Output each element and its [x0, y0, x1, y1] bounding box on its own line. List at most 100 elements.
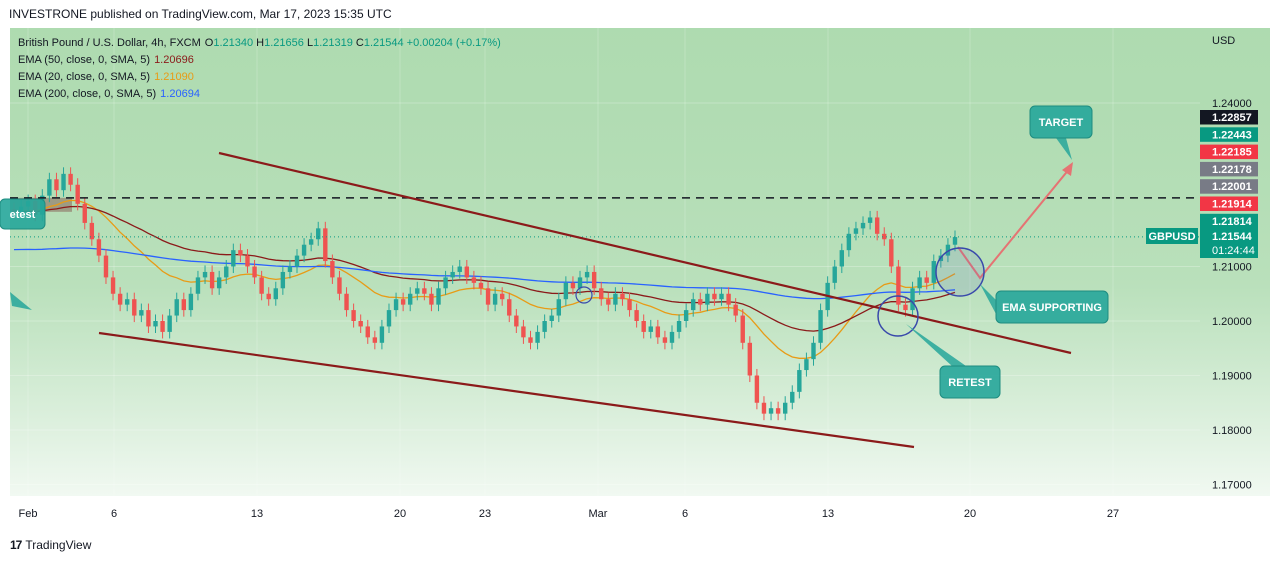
price-tag — [1200, 161, 1258, 177]
candle-body — [61, 173, 66, 191]
ema-50-line — [13, 205, 956, 332]
candle-body — [436, 288, 441, 305]
candle-body — [889, 239, 894, 267]
candle-body — [896, 266, 901, 305]
price-tag-label: 1.22178 — [1212, 164, 1252, 176]
ohlc-values: O1.21340 H1.21656 L1.21319 C1.21544 +0.0… — [205, 35, 501, 52]
candle-body — [89, 222, 95, 240]
candle-body — [584, 271, 590, 278]
callout-tail — [906, 324, 966, 366]
candle-body — [662, 337, 668, 343]
price-tag-label: 1.21814 — [1212, 216, 1253, 228]
candle-body — [464, 266, 470, 278]
ohlc-key: L — [303, 37, 314, 49]
price-tick-label: 1.18000 — [1212, 425, 1252, 437]
candle-body — [181, 299, 187, 311]
ema-20-line — [13, 199, 956, 359]
candle-body — [429, 293, 434, 305]
callout-label: RETEST — [948, 377, 992, 389]
candle-body — [103, 255, 109, 278]
candle-body — [754, 375, 760, 403]
callout-box — [0, 198, 46, 230]
candle-body — [75, 184, 80, 204]
time-tick-label: 20 — [394, 508, 406, 520]
candle-body — [117, 293, 123, 305]
candle-body — [351, 310, 356, 321]
candle-body — [68, 173, 73, 185]
candle-body — [874, 217, 880, 234]
candle-body — [422, 288, 427, 294]
candle-body — [648, 326, 653, 332]
callout-tail — [10, 292, 32, 310]
candle-body — [775, 408, 781, 414]
indicator-value: 1.20696 — [154, 54, 194, 66]
candle-body — [719, 293, 724, 300]
projection-path — [957, 167, 1071, 280]
candle-body — [528, 337, 533, 343]
callout-label: etest — [10, 209, 36, 221]
indicator-row[interactable]: EMA (50, close, 0, SMA, 5) 1.20696 — [18, 52, 501, 69]
time-tick-label: 27 — [1107, 508, 1119, 520]
candle-body — [563, 282, 569, 300]
callout-tail — [1056, 138, 1072, 160]
trend-lines — [10, 151, 1200, 449]
candle-body — [910, 288, 915, 311]
time-tick-label: 6 — [682, 508, 688, 520]
retest-circle — [877, 295, 919, 337]
time-tick-label: Mar — [589, 508, 608, 520]
candle-body — [683, 310, 689, 321]
candle-body — [400, 299, 406, 305]
candle-body — [627, 299, 632, 311]
candle-body — [620, 293, 625, 300]
time-tick-label: 13 — [251, 508, 263, 520]
candle-body — [386, 310, 392, 327]
symbol-tag-label: GBPUSD — [1148, 231, 1195, 243]
candle-body — [726, 293, 731, 305]
candle-body — [478, 282, 484, 289]
candle-body — [174, 299, 179, 316]
candle-body — [599, 288, 604, 300]
candle-body — [860, 222, 866, 229]
candle-body — [853, 228, 859, 234]
candle-body — [846, 233, 852, 251]
price-tag-label: 1.22185 — [1212, 147, 1252, 159]
candle-body — [188, 293, 194, 311]
last-price-tag — [1200, 228, 1258, 258]
candle-body — [54, 179, 59, 191]
ohlc-value: 1.21340 — [213, 37, 254, 49]
grid-lines — [10, 28, 1200, 496]
candle-body — [393, 299, 399, 311]
indicator-value: 1.20694 — [160, 88, 200, 100]
candle-body — [365, 326, 370, 338]
callout-label: TARGET — [1039, 117, 1084, 129]
small-circle — [575, 286, 593, 304]
price-axis[interactable]: USD 1.24000 1.21000 1.20000 1.19000 1.18000 1.… — [1146, 35, 1258, 492]
symbol-row[interactable]: British Pound / U.S. Dollar, 4h, FXCM O1… — [18, 35, 501, 52]
candle-body — [139, 310, 144, 316]
candle-body — [606, 299, 611, 305]
ohlc-value: +0.00204 (+0.17%) — [403, 37, 501, 49]
candle-body — [216, 277, 222, 289]
candle-body — [110, 277, 116, 294]
price-tag-label: 1.22443 — [1212, 129, 1252, 141]
indicator-row[interactable]: EMA (20, close, 0, SMA, 5) 1.21090 — [18, 69, 501, 86]
candle-body — [259, 277, 264, 294]
time-axis[interactable]: Feb 6 13 20 23 Mar 6 13 20 27 — [19, 508, 1120, 520]
candle-body — [316, 228, 321, 240]
currency-label: USD — [1212, 35, 1235, 47]
candle-body — [443, 277, 448, 289]
callout-tail — [980, 284, 996, 314]
candle-body — [867, 217, 873, 223]
price-tag-label: 1.22001 — [1212, 181, 1252, 193]
candle-body — [330, 261, 335, 278]
footer-brand[interactable]: 17 TradingView — [10, 538, 91, 552]
candle-body — [591, 271, 597, 289]
candle-body — [924, 277, 929, 283]
candle-body — [457, 266, 462, 272]
candle-body — [379, 326, 385, 343]
candle-body — [308, 239, 314, 245]
annotations: TARGET EMA SUPPORTING RETEST etest — [0, 105, 1109, 399]
candle-body — [931, 261, 936, 283]
indicator-row[interactable]: EMA (200, close, 0, SMA, 5) 1.20694 — [18, 86, 501, 103]
